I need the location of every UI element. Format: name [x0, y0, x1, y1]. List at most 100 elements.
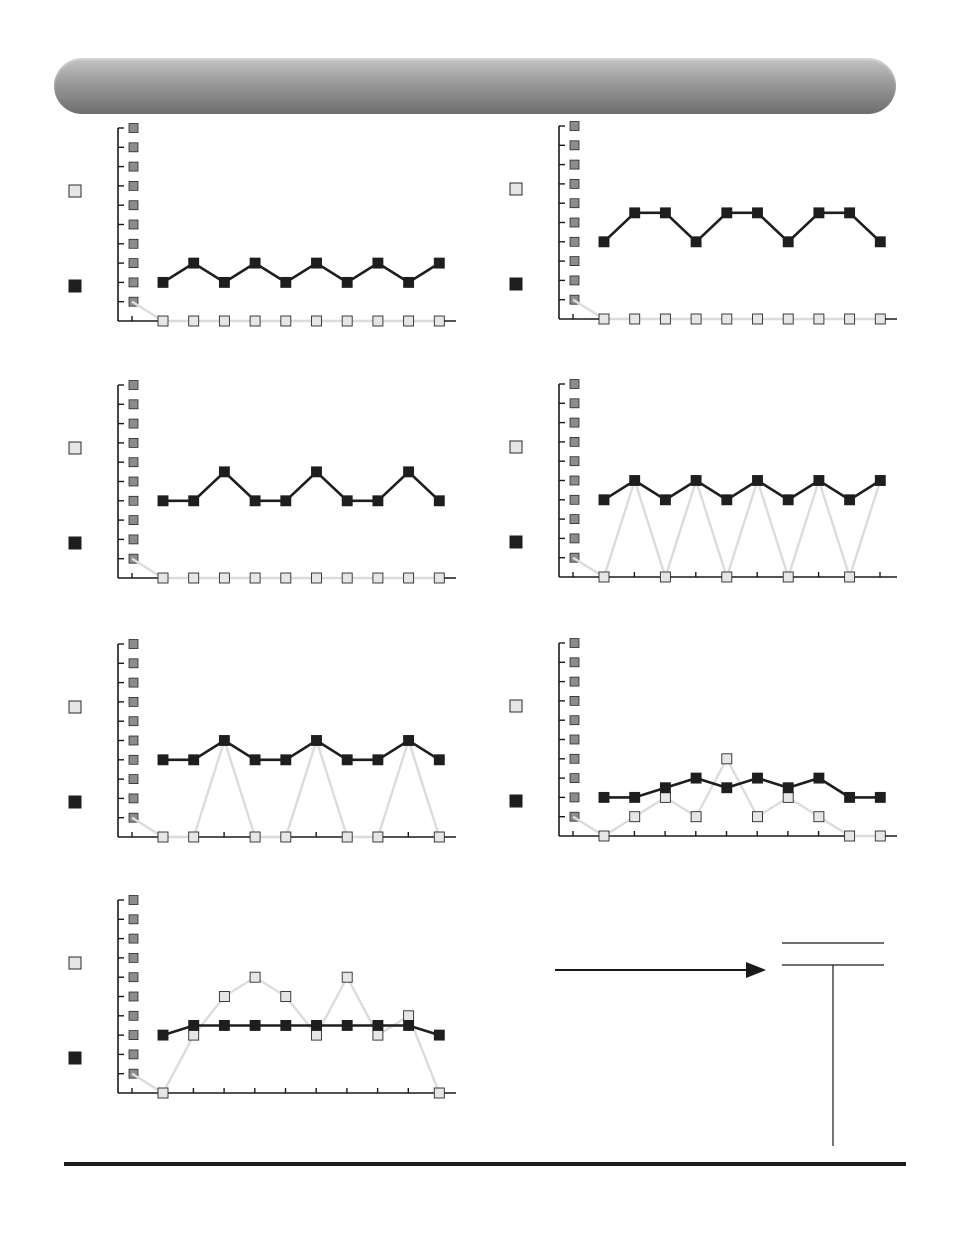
y-axis-marker	[128, 399, 139, 410]
light-series-point	[280, 572, 292, 584]
y-axis-marker	[569, 792, 580, 803]
dark-series-point	[629, 791, 641, 803]
chart-5	[68, 639, 456, 843]
y-axis-marker	[128, 476, 139, 487]
dark-series-point	[844, 494, 856, 506]
dark-series-line	[163, 738, 440, 762]
light-series-point	[690, 811, 702, 823]
dark-series-line	[163, 470, 441, 503]
light-series-point	[752, 313, 763, 325]
y-axis-marker	[569, 456, 580, 467]
dark-series-point	[403, 735, 415, 746]
chart-2	[509, 121, 897, 325]
y-axis-marker	[128, 735, 139, 746]
y-axis-marker	[128, 774, 139, 784]
y-axis-marker	[569, 198, 580, 209]
light-series-point	[249, 572, 261, 584]
dark-series-point	[659, 494, 671, 506]
y-axis-marker	[569, 178, 580, 189]
chart-7	[68, 895, 456, 1099]
y-axis-marker	[128, 161, 139, 172]
y-axis-marker	[569, 236, 580, 247]
light-series-point	[752, 811, 763, 823]
light-series-point	[157, 572, 169, 584]
legend-dark-swatch	[509, 535, 523, 549]
legend-dark-swatch	[68, 536, 82, 550]
light-series-point	[341, 572, 353, 584]
dark-series-point	[249, 257, 261, 269]
light-series-point	[598, 313, 610, 325]
legend-light-swatch	[509, 440, 523, 454]
chart-4	[509, 379, 897, 583]
y-axis-marker	[569, 275, 580, 286]
dark-series-point	[752, 207, 763, 219]
light-series-point	[403, 315, 415, 327]
dark-series-point	[372, 754, 384, 766]
light-series-point	[218, 572, 230, 584]
dark-series-point	[433, 1029, 445, 1041]
light-series-point	[157, 315, 169, 327]
y-axis-marker	[128, 991, 139, 1002]
light-series-point	[188, 831, 200, 843]
light-series-point	[433, 831, 445, 843]
y-axis-marker	[569, 398, 580, 409]
legend-dark-swatch	[68, 1051, 82, 1065]
dark-series-point	[372, 1020, 384, 1031]
dark-series-point	[690, 772, 702, 784]
dark-series-point	[813, 207, 825, 219]
y-axis-marker	[128, 534, 139, 545]
dark-series-point	[844, 791, 856, 803]
light-series-point	[690, 313, 702, 325]
dark-series-point	[782, 782, 794, 794]
dark-series-point	[188, 1020, 200, 1031]
y-axis-marker	[128, 437, 139, 448]
dark-series-line	[603, 478, 881, 502]
dark-series-line	[604, 776, 881, 799]
y-axis-marker	[569, 638, 580, 648]
dark-series-point	[752, 772, 763, 784]
dark-series-point	[690, 475, 702, 486]
dark-series-point	[249, 1020, 261, 1031]
legend-dark-swatch	[68, 279, 82, 293]
light-series-point	[372, 831, 384, 843]
dark-series-point	[218, 735, 230, 746]
light-series-point	[157, 1087, 169, 1099]
y-axis-marker	[128, 677, 139, 688]
y-axis-marker	[569, 696, 580, 706]
dark-series-point	[721, 494, 733, 506]
light-series-point	[721, 571, 733, 583]
dark-series-point	[311, 1020, 322, 1031]
light-series-point	[433, 315, 445, 327]
y-axis-marker	[128, 933, 139, 944]
dark-series-point	[341, 276, 353, 288]
dark-series-point	[249, 495, 261, 507]
dark-series-point	[188, 495, 200, 507]
y-axis-marker	[569, 533, 580, 544]
y-axis-marker	[569, 657, 580, 668]
light-series-point	[311, 315, 322, 327]
y-axis-marker	[569, 256, 580, 267]
light-series-point	[341, 971, 353, 983]
dark-series-point	[157, 754, 169, 766]
dark-series-point	[218, 276, 230, 288]
y-axis-marker	[569, 676, 580, 687]
light-series-point	[844, 830, 856, 842]
y-axis-marker	[569, 514, 580, 524]
light-series-point	[341, 315, 353, 327]
dark-series-point	[403, 466, 415, 478]
y-axis-marker	[128, 200, 139, 211]
light-series-point	[280, 991, 292, 1002]
light-series-point	[659, 571, 671, 583]
header-bar	[54, 58, 896, 114]
dark-series-point	[813, 772, 825, 784]
dark-series-point	[782, 494, 794, 506]
legend-light-swatch	[68, 700, 82, 714]
y-axis-marker	[569, 773, 580, 783]
dark-series-point	[874, 475, 886, 486]
y-axis-marker	[569, 379, 580, 389]
light-series-point	[403, 572, 415, 584]
light-series-point	[813, 811, 825, 823]
light-series-point	[659, 313, 671, 325]
y-axis-marker	[128, 515, 139, 525]
dark-series-point	[659, 782, 671, 794]
